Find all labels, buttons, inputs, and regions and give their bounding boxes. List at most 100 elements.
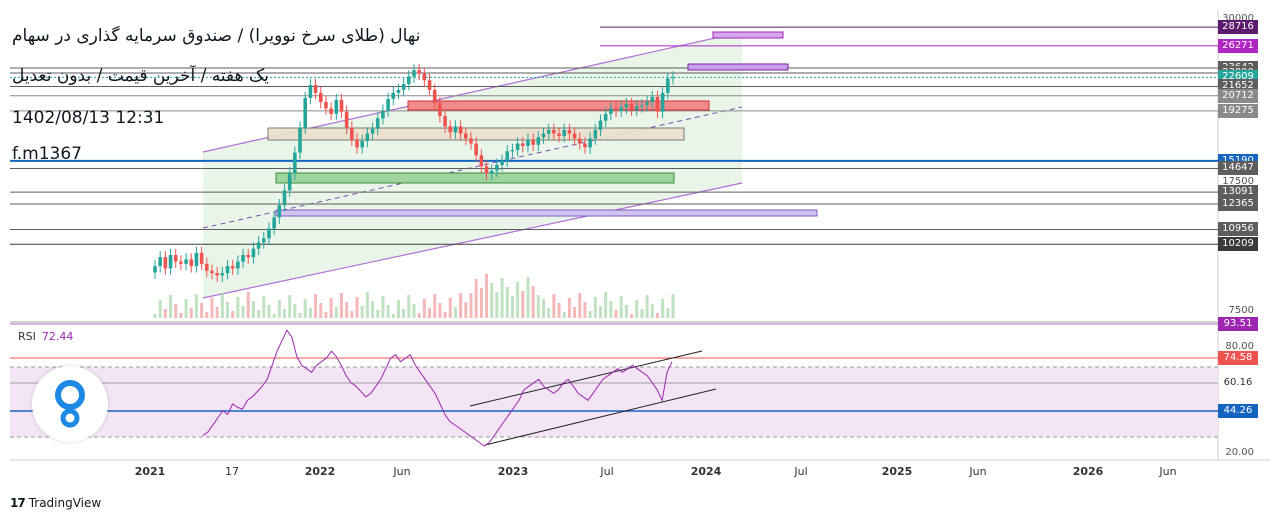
candle[interactable] — [593, 129, 598, 139]
candle[interactable] — [598, 120, 603, 130]
candle[interactable] — [350, 127, 354, 140]
candle[interactable] — [614, 108, 618, 111]
candle[interactable] — [562, 129, 567, 136]
candle[interactable] — [536, 137, 541, 145]
candle[interactable] — [609, 108, 613, 114]
candle[interactable] — [634, 106, 639, 110]
candle[interactable] — [458, 126, 463, 134]
candle[interactable] — [546, 129, 551, 134]
candle[interactable] — [365, 133, 370, 141]
candle[interactable] — [225, 266, 230, 274]
candle[interactable] — [324, 102, 328, 109]
candle[interactable] — [375, 118, 380, 129]
candle[interactable] — [339, 99, 344, 112]
candle[interactable] — [396, 89, 401, 93]
candle[interactable] — [650, 96, 655, 103]
candle[interactable] — [666, 78, 670, 93]
candle[interactable] — [422, 73, 427, 81]
candle[interactable] — [526, 139, 530, 147]
candle[interactable] — [531, 139, 535, 145]
candle[interactable] — [344, 111, 349, 128]
candle[interactable] — [308, 85, 313, 98]
zone-top-purple[interactable] — [712, 31, 784, 39]
candle[interactable] — [474, 143, 478, 156]
candle[interactable] — [272, 217, 276, 229]
candle[interactable] — [583, 143, 587, 148]
candle[interactable] — [303, 97, 308, 128]
candle[interactable] — [567, 129, 572, 134]
candle[interactable] — [329, 108, 333, 114]
candle[interactable] — [619, 107, 623, 111]
candle[interactable] — [438, 103, 442, 117]
candle[interactable] — [282, 190, 287, 206]
candle[interactable] — [520, 143, 525, 147]
candle[interactable] — [246, 255, 251, 258]
candle[interactable] — [401, 84, 406, 90]
candle[interactable] — [386, 98, 390, 111]
candle[interactable] — [158, 257, 162, 267]
candle[interactable] — [453, 126, 458, 133]
candle[interactable] — [432, 89, 437, 104]
candle[interactable] — [251, 248, 256, 258]
candle[interactable] — [163, 257, 168, 269]
candle[interactable] — [448, 126, 453, 133]
candle[interactable] — [189, 259, 194, 267]
candle[interactable] — [194, 252, 199, 267]
candle[interactable] — [469, 138, 473, 144]
candle[interactable] — [205, 263, 209, 271]
candle[interactable] — [173, 255, 178, 262]
candle[interactable] — [515, 143, 520, 150]
candle[interactable] — [318, 92, 323, 103]
candle[interactable] — [552, 129, 556, 134]
candle[interactable] — [267, 228, 271, 239]
candle[interactable] — [427, 80, 432, 90]
candle[interactable] — [510, 149, 515, 152]
candle[interactable] — [241, 255, 245, 262]
candle[interactable] — [360, 140, 364, 148]
candle[interactable] — [479, 155, 484, 167]
candle[interactable] — [261, 238, 266, 243]
candle[interactable] — [334, 99, 339, 114]
candle[interactable] — [381, 110, 385, 119]
zone-green[interactable] — [275, 172, 675, 184]
candle[interactable] — [640, 105, 644, 107]
candle[interactable] — [184, 259, 188, 264]
tradingview-logo-icon[interactable]: 17 TradingView — [10, 496, 102, 510]
candle[interactable] — [355, 139, 359, 148]
rsi-line[interactable] — [202, 329, 673, 447]
candle[interactable] — [407, 76, 411, 85]
candle[interactable] — [313, 85, 318, 93]
candle[interactable] — [391, 92, 396, 99]
zone-lavender[interactable] — [275, 209, 818, 217]
candle[interactable] — [541, 133, 546, 138]
candle[interactable] — [464, 133, 468, 139]
candle[interactable] — [624, 104, 629, 108]
candle[interactable] — [655, 96, 660, 112]
circle-link-icon[interactable] — [32, 366, 108, 442]
candle[interactable] — [629, 104, 634, 110]
candle[interactable] — [417, 70, 421, 74]
candle[interactable] — [489, 170, 494, 174]
candle[interactable] — [168, 255, 173, 269]
rsi-legend[interactable]: RSI 72.44 — [18, 330, 74, 343]
candle[interactable] — [577, 138, 582, 144]
candle[interactable] — [298, 127, 302, 153]
candle[interactable] — [505, 151, 510, 161]
candle[interactable] — [370, 128, 375, 134]
candle[interactable] — [220, 273, 225, 276]
candle[interactable] — [287, 173, 292, 191]
candle[interactable] — [230, 266, 235, 269]
candle[interactable] — [256, 242, 261, 249]
zone-red[interactable] — [407, 100, 710, 111]
candle[interactable] — [412, 70, 416, 77]
zone-second-purple[interactable] — [687, 63, 789, 71]
candle[interactable] — [645, 102, 649, 106]
candle[interactable] — [210, 270, 214, 274]
candle[interactable] — [277, 205, 282, 218]
candle[interactable] — [500, 160, 504, 165]
candle[interactable] — [557, 133, 561, 136]
candle[interactable] — [236, 261, 240, 269]
candle[interactable] — [671, 77, 675, 79]
candle[interactable] — [153, 266, 157, 273]
